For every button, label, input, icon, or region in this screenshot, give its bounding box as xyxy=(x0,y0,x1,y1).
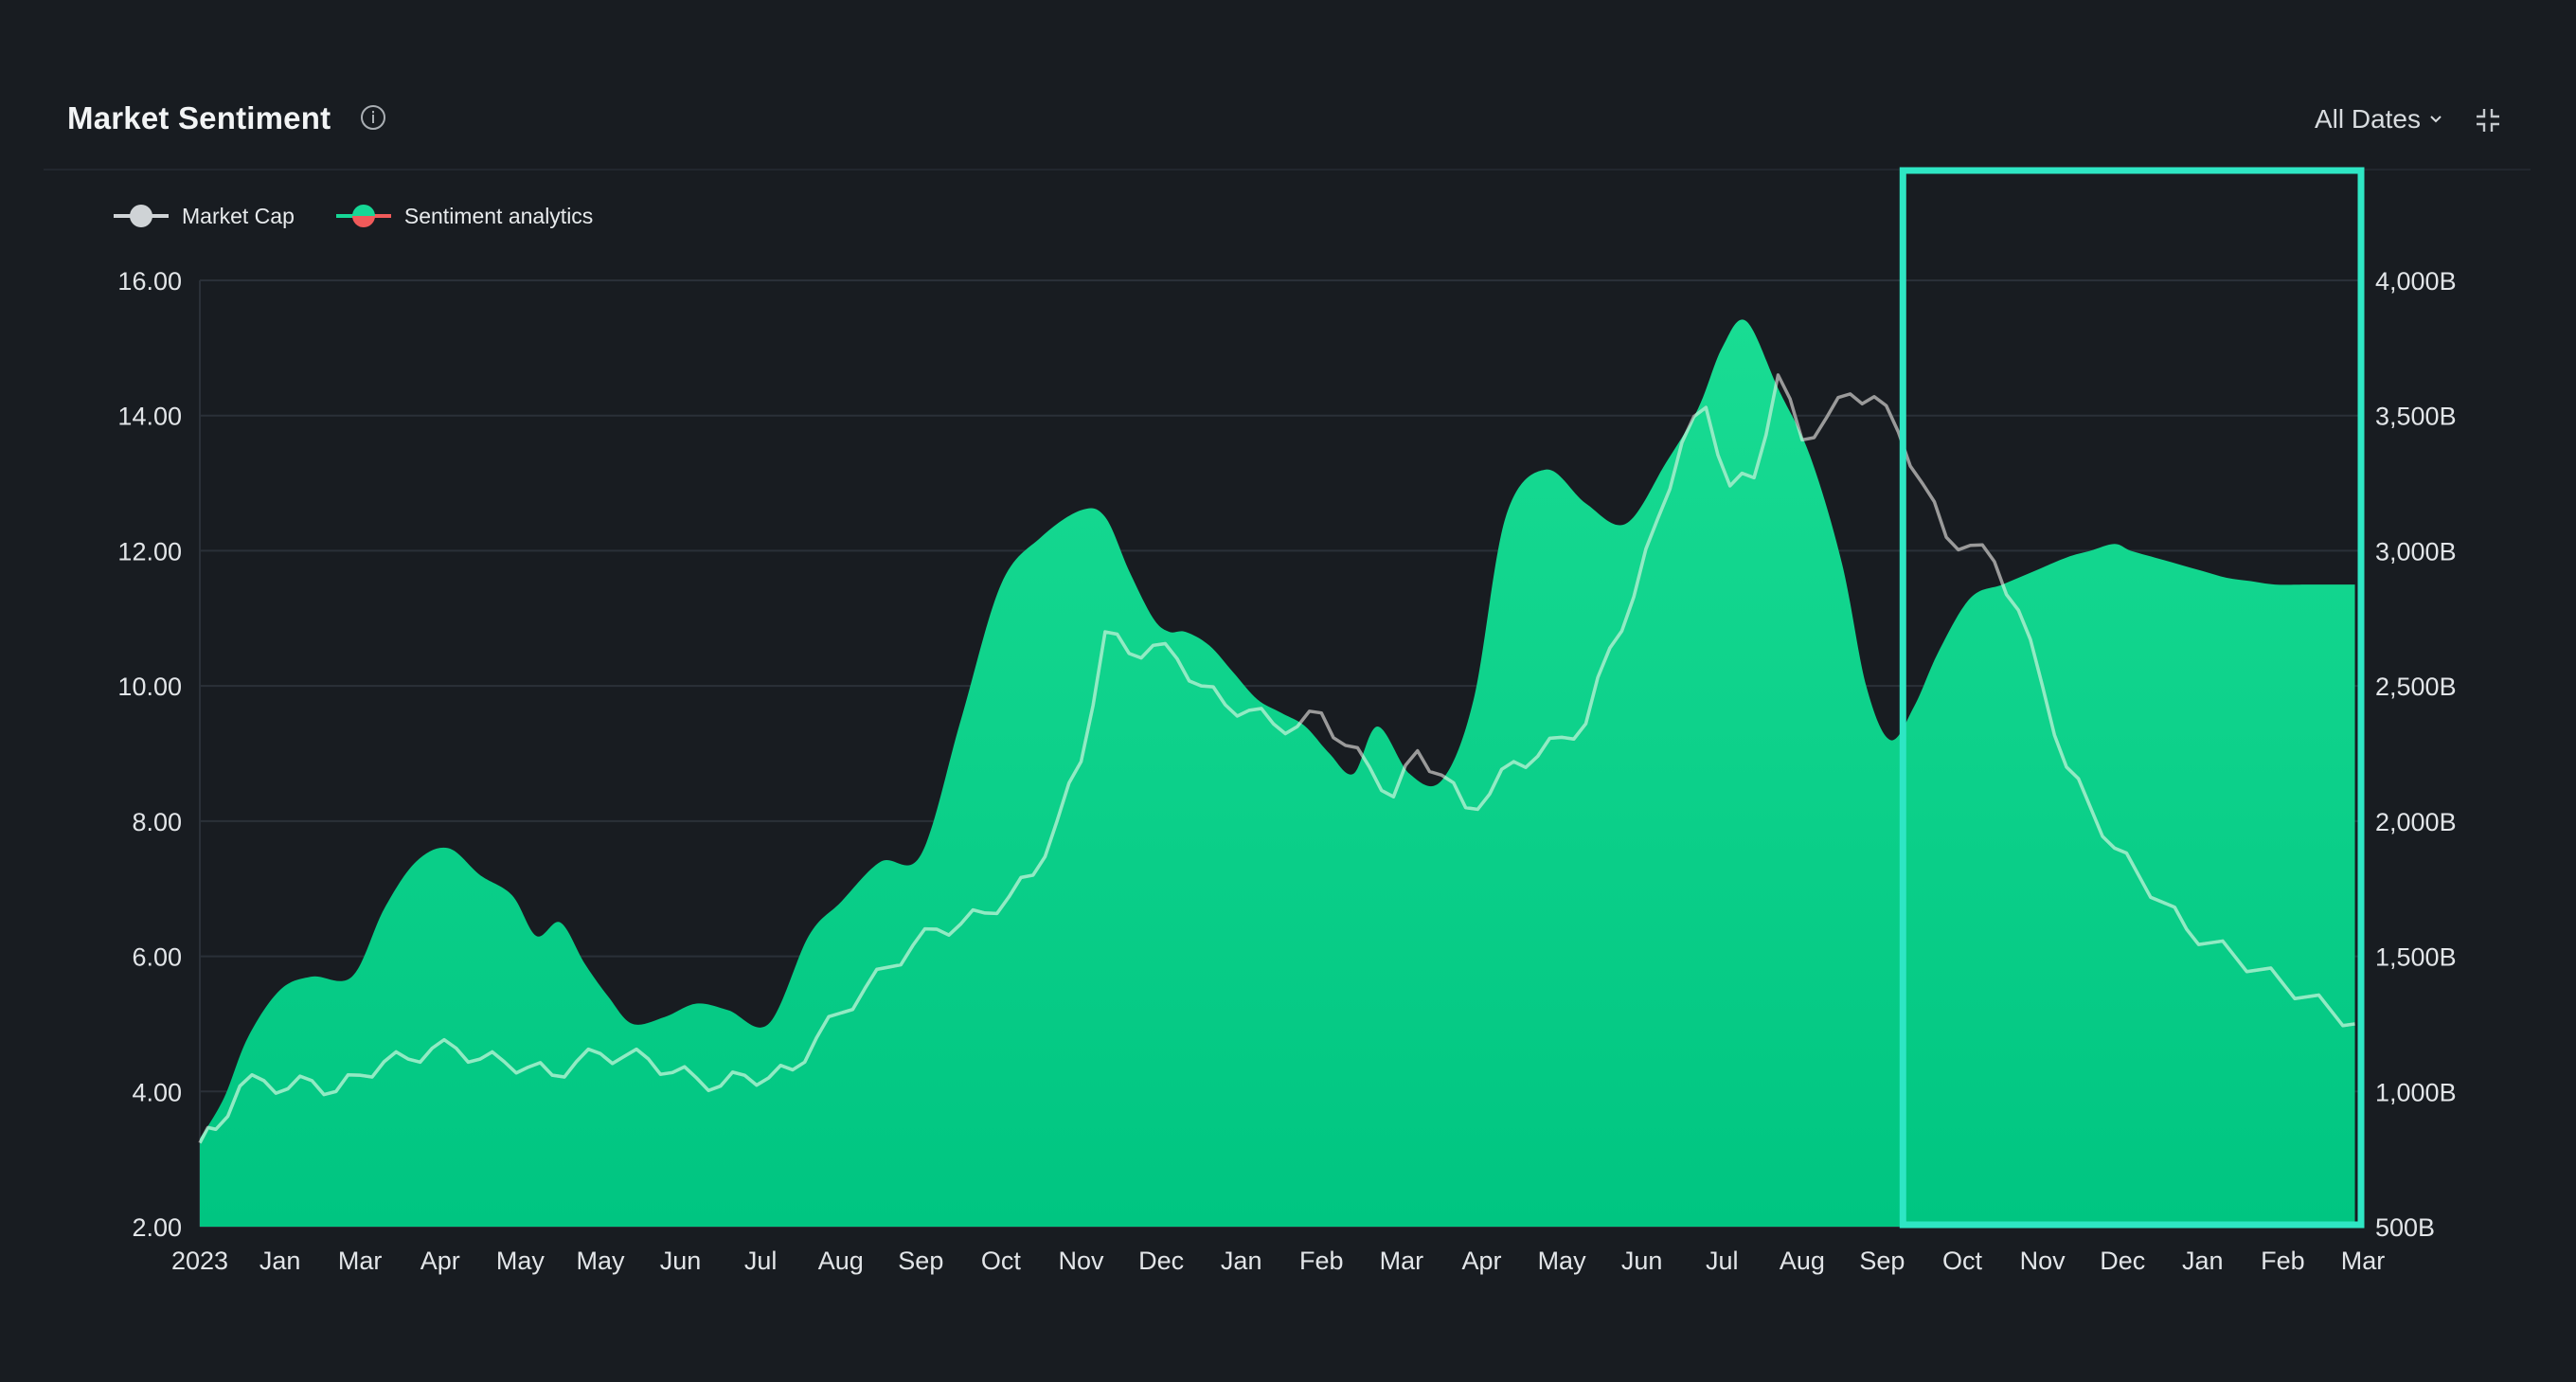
x-tick-label: Mar xyxy=(1380,1247,1424,1275)
panel-header: Market Sentiment All Dates xyxy=(44,89,2531,171)
x-tick-label: Sep xyxy=(1859,1247,1905,1275)
y-left-tick-label: 6.00 xyxy=(132,943,182,972)
y-right-tick-label: 1,000B xyxy=(2375,1078,2457,1106)
x-tick-label: May xyxy=(576,1247,625,1275)
x-tick-label: Jul xyxy=(1706,1247,1739,1275)
legend-item-market-cap[interactable]: Market Cap xyxy=(112,201,295,231)
y-left-tick-label: 14.00 xyxy=(117,403,182,431)
x-tick-label: Sep xyxy=(898,1247,943,1275)
page-title: Market Sentiment xyxy=(67,100,331,135)
legend-item-sentiment[interactable]: Sentiment analytics xyxy=(334,201,593,231)
x-tick-label: Feb xyxy=(2261,1247,2305,1275)
x-tick-label: Jan xyxy=(1221,1247,1262,1275)
x-tick-label: Jan xyxy=(259,1247,301,1275)
y-right-tick-label: 4,000B xyxy=(2375,267,2457,296)
y-right-tick-label: 3,500B xyxy=(2375,403,2457,431)
x-tick-label: Jun xyxy=(1621,1247,1663,1275)
y-right-tick-label: 1,500B xyxy=(2375,943,2457,972)
date-filter-label: All Dates xyxy=(2314,104,2421,134)
x-tick-label: Nov xyxy=(1059,1247,1105,1275)
x-tick-label: Apr xyxy=(420,1247,460,1275)
legend-label-sentiment: Sentiment analytics xyxy=(403,203,594,228)
x-tick-label: Apr xyxy=(1461,1247,1501,1275)
chevron-down-icon xyxy=(2430,116,2442,123)
x-tick-label: 2023 xyxy=(171,1247,228,1275)
highlight-region-box xyxy=(1899,167,2365,1229)
y-right-tick-label: 500B xyxy=(2375,1213,2435,1242)
y-right-tick-label: 2,500B xyxy=(2375,673,2457,701)
y-left-tick-label: 4.00 xyxy=(132,1078,182,1106)
y-left-tick-label: 2.00 xyxy=(132,1213,182,1242)
x-tick-label: Dec xyxy=(2100,1247,2145,1275)
x-tick-label: Feb xyxy=(1299,1247,1344,1275)
x-tick-label: Jun xyxy=(660,1247,702,1275)
x-tick-label: Dec xyxy=(1138,1247,1184,1275)
date-filter-dropdown[interactable]: All Dates xyxy=(2315,104,2443,135)
x-tick-label: Oct xyxy=(1942,1247,1983,1275)
collapse-icon[interactable] xyxy=(2474,106,2502,135)
x-tick-label: Oct xyxy=(981,1247,1022,1275)
x-tick-label: Jan xyxy=(2182,1247,2224,1275)
x-tick-label: May xyxy=(496,1247,546,1275)
x-tick-label: Nov xyxy=(2020,1247,2066,1275)
y-left-tick-label: 8.00 xyxy=(132,808,182,836)
chart-legend: Market Cap Sentiment analytics xyxy=(112,201,593,231)
y-left-tick-label: 12.00 xyxy=(117,537,182,565)
x-tick-label: Jul xyxy=(744,1247,778,1275)
x-tick-label: Aug xyxy=(818,1247,864,1275)
legend-label-market-cap: Market Cap xyxy=(182,203,295,228)
info-icon[interactable] xyxy=(358,102,388,133)
y-right-tick-label: 2,000B xyxy=(2375,808,2457,836)
y-left-tick-label: 16.00 xyxy=(117,267,182,296)
x-tick-label: Mar xyxy=(338,1247,383,1275)
sentiment-legend-swatch xyxy=(335,205,391,227)
market-cap-legend-swatch xyxy=(114,205,169,227)
y-right-tick-label: 3,000B xyxy=(2375,537,2457,565)
x-tick-label: May xyxy=(1538,1247,1587,1275)
sentiment-area xyxy=(200,319,2355,1228)
y-left-tick-label: 10.00 xyxy=(117,673,182,701)
x-tick-label: Aug xyxy=(1780,1247,1825,1275)
x-tick-label: Mar xyxy=(2341,1247,2386,1275)
